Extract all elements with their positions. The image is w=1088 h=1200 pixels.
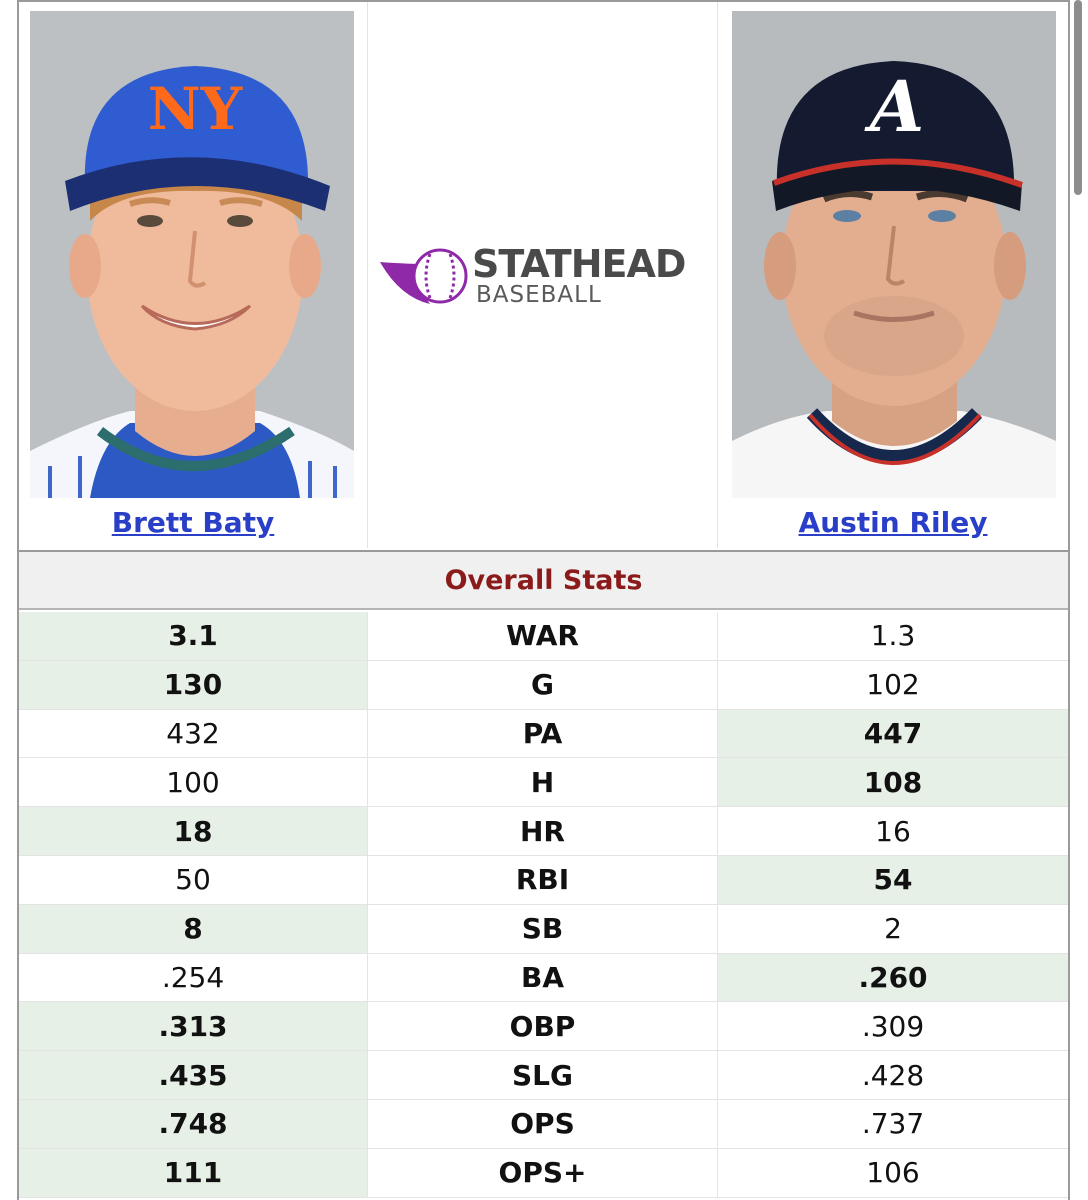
stat-label-cell: PA bbox=[368, 709, 718, 758]
right-value-cell: .260 bbox=[718, 953, 1068, 1002]
table-row: 432 PA 447 bbox=[19, 709, 1068, 759]
table-row: .748 OPS .737 bbox=[19, 1099, 1068, 1149]
right-player-cell: A Austin Riley bbox=[718, 2, 1068, 548]
stat-label-cell: BA bbox=[368, 953, 718, 1002]
table-row: 130 G 102 bbox=[19, 660, 1068, 710]
player-header: NY Brett Baty STATHEAD BASEBALL bbox=[19, 2, 1068, 548]
table-row: .254 BA .260 bbox=[19, 953, 1068, 1003]
left-value-cell: 3.1 bbox=[19, 612, 368, 660]
left-value-cell: 111 bbox=[19, 1148, 368, 1197]
table-row: .435 SLG .428 bbox=[19, 1051, 1068, 1100]
table-row: 111 OPS+ 106 bbox=[19, 1148, 1068, 1198]
left-value-cell: .313 bbox=[19, 1002, 368, 1051]
table-row: 100 H 108 bbox=[19, 758, 1068, 808]
table-row: 3.1 WAR 1.3 bbox=[19, 612, 1068, 661]
left-value-cell: 100 bbox=[19, 758, 368, 807]
stats-table: 3.1 WAR 1.3 130 G 102 432 PA 447 100 H 108 18 HR 16 50 R… bbox=[19, 612, 1068, 1198]
stat-label-cell: G bbox=[368, 660, 718, 709]
svg-text:NY: NY bbox=[148, 75, 243, 143]
right-value-cell: .737 bbox=[861, 1107, 925, 1141]
stat-label-cell: SB bbox=[368, 904, 718, 953]
stat-label-cell: OPS bbox=[368, 1099, 718, 1148]
logo-cell: STATHEAD BASEBALL bbox=[368, 2, 718, 548]
right-value-cell: 447 bbox=[718, 709, 1068, 758]
left-value-cell: .435 bbox=[19, 1051, 368, 1099]
right-value-cell: 106 bbox=[866, 1156, 920, 1190]
section-title: Overall Stats bbox=[19, 550, 1068, 610]
left-value-cell: .748 bbox=[19, 1099, 368, 1148]
left-value-cell: .254 bbox=[19, 953, 368, 1002]
austin-riley-headshot: A bbox=[732, 11, 1056, 498]
left-value-cell: 50 bbox=[19, 855, 368, 904]
stathead-logo[interactable]: STATHEAD BASEBALL bbox=[380, 242, 706, 312]
brett-baty-headshot: NY bbox=[30, 11, 354, 498]
stat-label-cell: H bbox=[368, 758, 718, 807]
right-value-cell: 102 bbox=[866, 668, 920, 702]
table-row: 50 RBI 54 bbox=[19, 855, 1068, 905]
left-value-cell: 8 bbox=[19, 904, 368, 953]
right-value-cell: .428 bbox=[861, 1058, 925, 1092]
table-row: .313 OBP .309 bbox=[19, 1002, 1068, 1052]
left-player-cell: NY Brett Baty bbox=[19, 2, 368, 548]
stat-label-cell: OBP bbox=[368, 1002, 718, 1051]
comparison-frame bbox=[17, 0, 1070, 1200]
stat-label-cell: HR bbox=[368, 807, 718, 855]
table-row: 8 SB 2 bbox=[19, 904, 1068, 954]
right-value-cell: 108 bbox=[718, 758, 1068, 807]
logo-sub-text: BASEBALL bbox=[476, 282, 602, 308]
table-row: 18 HR 16 bbox=[19, 807, 1068, 856]
right-value-cell: 1.3 bbox=[870, 619, 916, 653]
scrollbar[interactable] bbox=[1074, 0, 1082, 195]
right-value-cell: 54 bbox=[718, 855, 1068, 904]
right-value-cell: .309 bbox=[861, 1009, 925, 1043]
left-value-cell: 432 bbox=[19, 709, 368, 758]
stat-label-cell: WAR bbox=[368, 612, 718, 660]
left-value-cell: 18 bbox=[19, 807, 368, 855]
svg-text:A: A bbox=[864, 65, 924, 148]
stat-label-cell: OPS+ bbox=[368, 1148, 718, 1197]
right-value-cell: 16 bbox=[875, 814, 911, 848]
right-value-cell: 2 bbox=[884, 912, 902, 946]
player-link-austin-riley[interactable]: Austin Riley bbox=[798, 506, 988, 539]
logo-brand-text: STATHEAD bbox=[472, 242, 686, 286]
player-link-brett-baty[interactable]: Brett Baty bbox=[111, 506, 275, 539]
stat-label-cell: SLG bbox=[368, 1051, 718, 1099]
left-value-cell: 130 bbox=[19, 660, 368, 709]
stat-label-cell: RBI bbox=[368, 855, 718, 904]
